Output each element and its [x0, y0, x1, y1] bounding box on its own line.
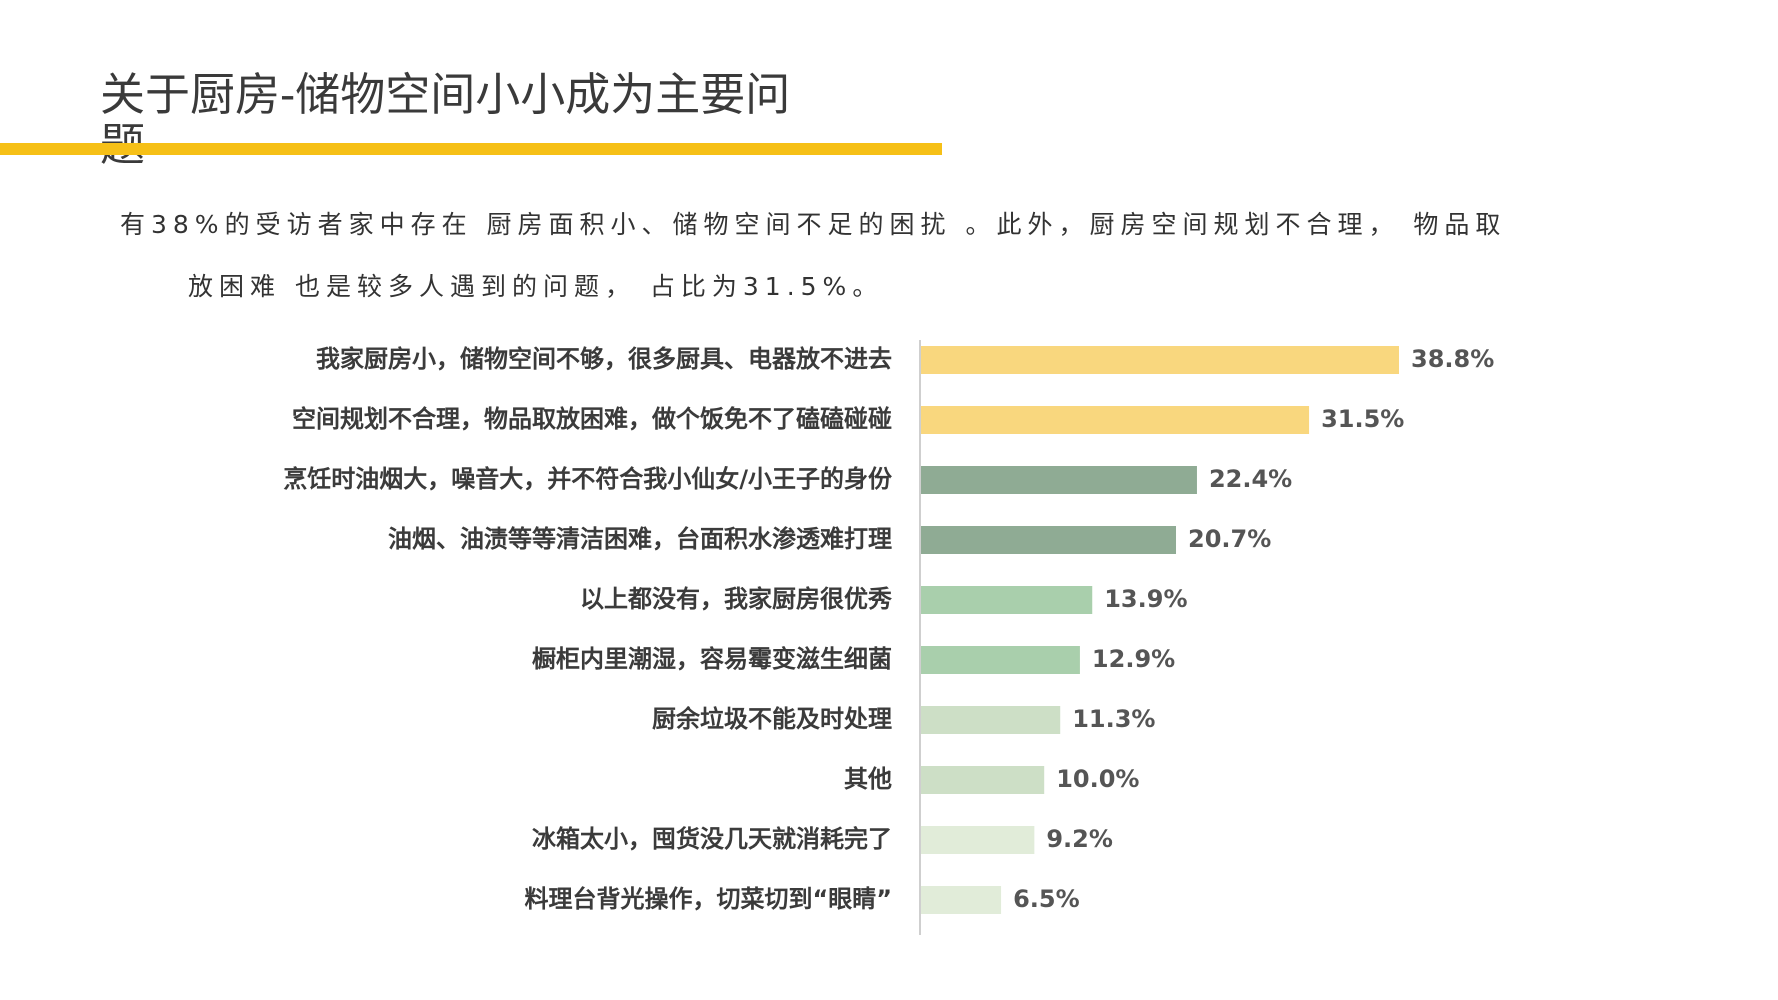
slide-title: 关于厨房-储物空间小小成为主要问题	[100, 68, 791, 170]
value-label: 6.5%	[1013, 885, 1080, 913]
intro-line-2: 放困难 也是较多人遇到的问题， 占比为31.5%。	[188, 272, 884, 301]
kitchen-problems-bar-chart: 我家厨房小，储物空间不够，很多厨具、电器放不进去 38.8% 空间规划不合理，物品取…	[283, 340, 1494, 935]
bar	[921, 886, 1002, 914]
value-label: 11.3%	[1072, 705, 1155, 733]
category-label: 油烟、油渍等等清洁困难，台面积水渗透难打理	[388, 525, 892, 553]
value-label: 22.4%	[1209, 465, 1292, 493]
bar	[921, 706, 1061, 734]
category-label: 料理台背光操作，切菜切到“眼睛”	[524, 885, 892, 913]
bar	[921, 586, 1093, 614]
category-label: 厨余垃圾不能及时处理	[652, 705, 892, 733]
category-label: 我家厨房小，储物空间不够，很多厨具、电器放不进去	[316, 345, 892, 373]
value-label: 10.0%	[1056, 765, 1139, 793]
bar	[921, 466, 1197, 494]
category-label: 橱柜内里潮湿，容易霉变滋生细菌	[532, 645, 892, 673]
category-label: 以上都没有，我家厨房很优秀	[580, 585, 892, 613]
value-label: 13.9%	[1104, 585, 1187, 613]
bar	[921, 766, 1045, 794]
value-label: 38.8%	[1411, 345, 1494, 373]
bar	[921, 406, 1310, 434]
category-label: 冰箱太小，囤货没几天就消耗完了	[532, 825, 892, 853]
category-label: 空间规划不合理，物品取放困难，做个饭免不了磕磕碰碰	[292, 405, 892, 433]
intro-line-1: 有38%的受访者家中存在 厨房面积小、储物空间不足的困扰 。此外，厨房空间规划不…	[120, 210, 1507, 239]
value-label: 12.9%	[1092, 645, 1175, 673]
title-accent-bar	[0, 143, 942, 155]
intro-paragraph: 有38%的受访者家中存在 厨房面积小、储物空间不足的困扰 。此外，厨房空间规划不…	[120, 194, 1680, 318]
bar	[921, 646, 1080, 674]
bar	[921, 526, 1177, 554]
bar	[921, 346, 1399, 374]
value-label: 9.2%	[1046, 825, 1113, 853]
bar	[921, 826, 1035, 854]
value-label: 20.7%	[1188, 525, 1271, 553]
category-label: 其他	[844, 765, 892, 793]
value-label: 31.5%	[1321, 405, 1404, 433]
category-label: 烹饪时油烟大，噪音大，并不符合我小仙女/小王子的身份	[283, 465, 893, 493]
